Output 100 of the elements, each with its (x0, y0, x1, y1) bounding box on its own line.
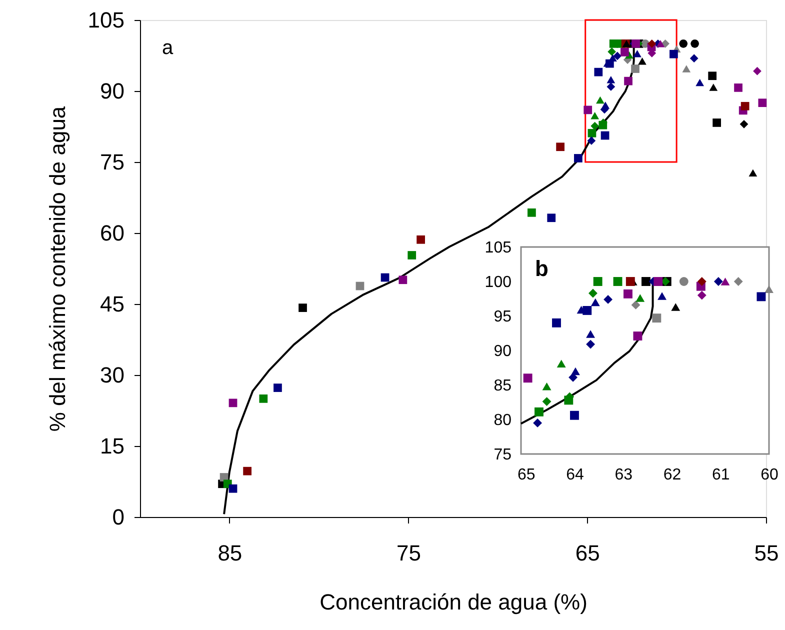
point (547, 214, 556, 222)
point (734, 277, 743, 286)
point (542, 382, 552, 390)
point (356, 282, 364, 290)
point (708, 72, 717, 80)
point (528, 208, 536, 217)
y-tick-label: 45 (100, 292, 124, 316)
point (758, 98, 767, 108)
point (601, 102, 610, 109)
y-tick-label: 90 (100, 78, 124, 104)
point (620, 48, 629, 56)
point (679, 39, 688, 48)
y-tick-label: 95 (494, 308, 512, 326)
point (648, 39, 656, 48)
point (604, 294, 613, 304)
x-tick-label: 65 (575, 540, 600, 566)
point (697, 290, 706, 300)
point (574, 154, 582, 162)
point (584, 106, 592, 114)
x-tick-label: 75 (396, 540, 422, 566)
point (590, 112, 600, 120)
point (633, 332, 642, 340)
point (658, 292, 666, 300)
point (608, 48, 616, 56)
y-tick-label: 85 (494, 378, 512, 394)
point (756, 292, 766, 302)
point (764, 285, 774, 293)
point (416, 235, 425, 244)
point (380, 273, 390, 282)
point (712, 118, 721, 127)
point (654, 277, 663, 286)
point (556, 142, 564, 152)
point (593, 277, 602, 286)
point (720, 278, 730, 286)
annotation: b (535, 256, 548, 281)
point (638, 58, 646, 65)
point (709, 84, 718, 91)
x-tick-label: 63 (614, 466, 633, 484)
point (656, 40, 665, 48)
point (740, 102, 750, 110)
point (652, 314, 662, 323)
point (642, 277, 650, 286)
point (606, 76, 616, 84)
x-tick-label: 85 (218, 540, 242, 566)
point (588, 288, 598, 298)
point (600, 131, 610, 140)
point (636, 294, 645, 302)
point (690, 54, 698, 63)
point (570, 367, 580, 376)
point (228, 398, 238, 408)
y-tick-label: 100 (484, 274, 512, 291)
point (596, 96, 604, 104)
x-axis-title: Concentración de agua (%) (320, 590, 588, 614)
point (626, 277, 635, 286)
point (613, 52, 622, 60)
point (748, 169, 758, 177)
y-tick-label: 105 (484, 240, 512, 256)
point (753, 66, 762, 76)
y-tick-label: 80 (494, 412, 512, 429)
y-tick-label: 90 (494, 343, 512, 360)
point (243, 466, 252, 476)
x-tick-label: 61 (712, 466, 730, 484)
y-tick-label: 30 (100, 362, 124, 388)
point (631, 300, 640, 310)
point (523, 374, 532, 383)
y-tick-label: 75 (100, 150, 124, 174)
annotation: a (162, 37, 174, 59)
point (734, 84, 742, 92)
point (586, 340, 596, 349)
point (588, 128, 596, 138)
point (624, 289, 632, 298)
y-tick-label: 60 (100, 220, 124, 246)
x-tick-label: 64 (566, 466, 584, 484)
point (570, 410, 579, 420)
y-tick-label: 15 (100, 434, 124, 458)
point (606, 82, 616, 91)
x-tick-label: 65 (517, 466, 536, 484)
point (590, 298, 600, 306)
point (670, 50, 678, 58)
point (228, 484, 238, 493)
y-tick-label: 0 (112, 504, 124, 530)
point (552, 318, 561, 328)
point (542, 397, 552, 406)
point (740, 120, 748, 128)
point (408, 251, 416, 260)
point (633, 50, 642, 58)
point (298, 304, 307, 312)
point (624, 76, 632, 86)
point (274, 384, 282, 392)
x-tick-label: 60 (760, 466, 778, 484)
point (671, 303, 680, 311)
point (587, 136, 596, 145)
point (533, 418, 542, 428)
point (556, 360, 566, 368)
point (690, 39, 699, 48)
y-axis-title: % del máximo contenido de agua (44, 106, 70, 432)
point (679, 277, 688, 286)
point (398, 276, 408, 284)
point (631, 64, 640, 73)
point (586, 330, 596, 338)
